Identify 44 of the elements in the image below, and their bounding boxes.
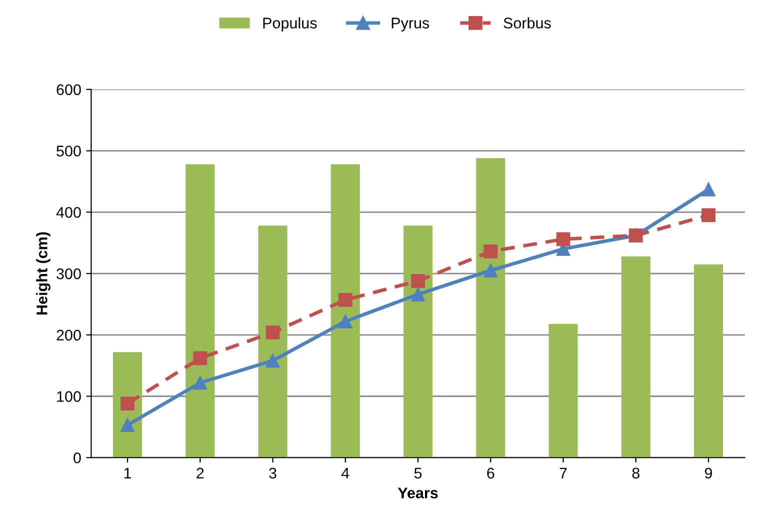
point <box>266 354 280 368</box>
bar <box>694 264 724 458</box>
x-tick-label: 4 <box>341 468 350 478</box>
point <box>338 292 352 307</box>
x-tick-label: 5 <box>414 468 422 479</box>
y-tick-label: 100 <box>57 391 81 402</box>
point <box>338 314 352 328</box>
x-tick-label: 7 <box>560 468 567 478</box>
point <box>193 376 208 390</box>
y-tick-label: 600 <box>56 84 81 96</box>
x-tick-label: 8 <box>632 468 640 479</box>
x-tick-label: 6 <box>487 468 494 479</box>
legend-label: Sorbus <box>504 17 551 28</box>
point <box>556 232 570 246</box>
point <box>266 325 280 340</box>
point <box>702 208 716 222</box>
point <box>702 182 716 196</box>
point <box>193 351 208 366</box>
bar <box>476 158 506 458</box>
point <box>411 274 425 288</box>
legend-label: Pyrus <box>392 18 430 32</box>
legend-label: Populus <box>263 17 317 32</box>
x-tick-label: 3 <box>269 468 276 479</box>
x-tick-label: 1 <box>124 468 132 478</box>
y-tick-label: 200 <box>56 330 81 341</box>
point <box>120 396 134 411</box>
bar <box>548 324 578 458</box>
x-tick-label: 2 <box>196 468 204 478</box>
bar <box>403 226 433 458</box>
bar <box>258 226 288 458</box>
x-axis-title: Years <box>398 488 438 498</box>
point <box>120 418 134 432</box>
bar <box>186 164 215 458</box>
x-tick-label: 9 <box>704 468 712 479</box>
y-tick-label: 500 <box>56 146 81 156</box>
point <box>484 264 498 278</box>
bar <box>330 164 360 458</box>
point <box>484 244 498 258</box>
y-tick-label: 400 <box>56 207 81 218</box>
bar <box>621 256 650 458</box>
y-tick-label: 0 <box>74 452 81 464</box>
point <box>411 287 425 302</box>
y-tick-label: 300 <box>56 268 81 280</box>
y-axis-title: Height (cm) <box>36 232 50 315</box>
